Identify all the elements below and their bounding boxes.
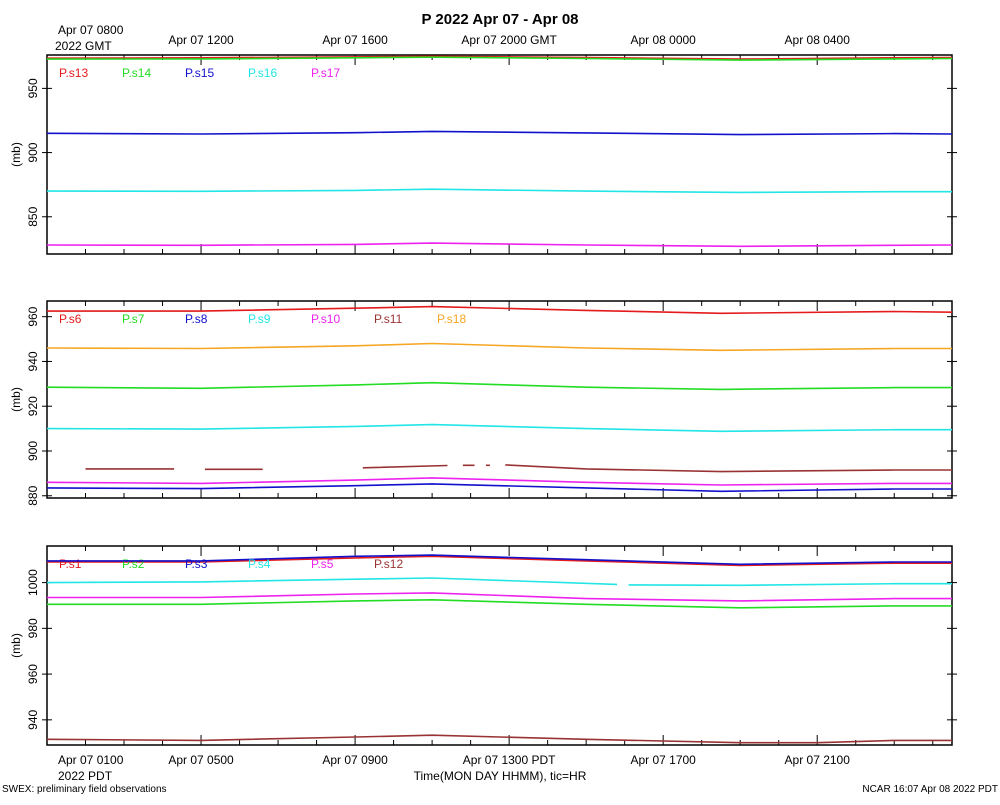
- panel-bottom: 940 960 980 1000 (mb) P.s1 P.s2 P.s3 P.s4 P.s5 P.s…: [9, 545, 957, 746]
- legend-entry-P-s8: P.s8: [185, 312, 208, 326]
- legend-entry-P-s11: P.s11: [374, 312, 403, 326]
- legend-entry-P-s13: P.s13: [59, 66, 88, 80]
- panel-middle: 880 900 920 940 960 (mb) P.s6 P.s7 P.s8 P.s9 P.s10…: [9, 300, 957, 506]
- series-line-P-s5: [47, 592, 952, 602]
- footer-right-note: NCAR 16:07 Apr 08 2022 PDT: [862, 784, 998, 795]
- series-line-P-s6: [47, 305, 953, 315]
- series-line-P-s4: [46, 577, 952, 587]
- legend-entry-P-s15: P.s15: [185, 66, 214, 80]
- series-line-P-s12: [46, 734, 952, 744]
- panel-frame: [46, 545, 953, 746]
- bottom-axis-first-label-line1: Apr 07 0100: [58, 753, 124, 767]
- bottom-axis-first-label-line2: 2022 PDT: [58, 769, 113, 783]
- legend-entry-P-s5: P.s5: [311, 557, 334, 571]
- y-axis-label: (mb): [9, 633, 23, 658]
- y-tick-label: 940: [26, 351, 40, 371]
- bottom-axis-label: Apr 07 1300 PDT: [463, 753, 556, 767]
- series-line-P-s2: [47, 598, 952, 609]
- legend-entry-P-s17: P.s17: [311, 66, 340, 80]
- series-line-P-s15: [46, 130, 953, 136]
- y-tick-label: 920: [26, 396, 40, 416]
- bottom-axis-label: Apr 07 0900: [322, 753, 388, 767]
- y-tick-label: 900: [26, 441, 40, 461]
- legend-entry-P-s16: P.s16: [248, 66, 277, 80]
- legend-entry-P-s7: P.s7: [122, 312, 145, 326]
- top-axis-label: Apr 08 0000: [630, 33, 696, 47]
- series-line-P-s16: [46, 188, 952, 194]
- legend-entry-P-s3: P.s3: [185, 557, 208, 571]
- top-axis-label: Apr 08 0400: [785, 33, 851, 47]
- top-axis-first-label-line1: Apr 07 0800: [58, 23, 124, 37]
- legend-entry-P-s1: P.s1: [59, 557, 82, 571]
- legend-entry-P-s9: P.s9: [248, 312, 271, 326]
- series-line-P-s17: [46, 242, 953, 248]
- legend-entry-P-s4: P.s4: [248, 557, 271, 571]
- y-tick-label: 1000: [26, 569, 40, 596]
- chart-title: P 2022 Apr 07 - Apr 08: [421, 11, 578, 28]
- y-tick-label: 960: [26, 306, 40, 326]
- y-tick-label: 960: [26, 664, 40, 684]
- series-line-P-s13: [46, 55, 953, 60]
- series-line-P-s3: [47, 554, 952, 566]
- footer-left-note: SWEX: preliminary field observations: [2, 784, 167, 795]
- top-axis-label: Apr 07 1200: [168, 33, 234, 47]
- series-line-P-s10: [46, 477, 952, 486]
- y-axis-label: (mb): [9, 142, 23, 167]
- y-tick-label: 850: [26, 206, 40, 226]
- bottom-axis-label: Apr 07 0500: [168, 753, 234, 767]
- y-tick-label: 950: [26, 78, 40, 98]
- chart-panels: 850 900 950 (mb) P.s13 P.s14 P.s15 P.s16 P.s17 88…: [9, 33, 957, 767]
- series-line-P-s9: [46, 423, 952, 433]
- bottom-axis-label: Apr 07 2100: [785, 753, 851, 767]
- legend-entry-P-s12: P.s12: [374, 557, 403, 571]
- series-line-P-s8: [46, 483, 952, 493]
- series-line-P-s7: [46, 381, 952, 391]
- legend-entry-P-s2: P.s2: [122, 557, 145, 571]
- legend-entry-P-s10: P.s10: [311, 312, 340, 326]
- y-axis-label: (mb): [9, 387, 23, 412]
- legend-entry-P-s6: P.s6: [59, 312, 82, 326]
- top-axis-first-label-line2: 2022 GMT: [55, 39, 112, 53]
- series-line-P-s1: [47, 555, 952, 567]
- y-tick-label: 880: [26, 485, 40, 505]
- bottom-axis-label: Apr 07 1700: [630, 753, 696, 767]
- panel-frame: [46, 300, 953, 499]
- y-tick-label: 900: [26, 142, 40, 162]
- y-tick-label: 940: [26, 710, 40, 730]
- x-axis-label: Time(MON DAY HHMM), tic=HR: [414, 769, 587, 783]
- series-line-P-s18: [46, 342, 952, 352]
- top-axis-label: Apr 07 2000 GMT: [461, 33, 557, 47]
- series-line-P-s14: [46, 56, 953, 61]
- legend-entry-P-s18: P.s18: [437, 312, 466, 326]
- legend-entry-P-s14: P.s14: [122, 66, 151, 80]
- y-tick-label: 980: [26, 618, 40, 638]
- panel-top: 850 900 950 (mb) P.s13 P.s14 P.s15 P.s16 P.s17: [9, 54, 957, 255]
- panel-frame: [46, 54, 953, 255]
- series-line-P-s11: [85, 464, 952, 473]
- top-axis-label: Apr 07 1600: [322, 33, 388, 47]
